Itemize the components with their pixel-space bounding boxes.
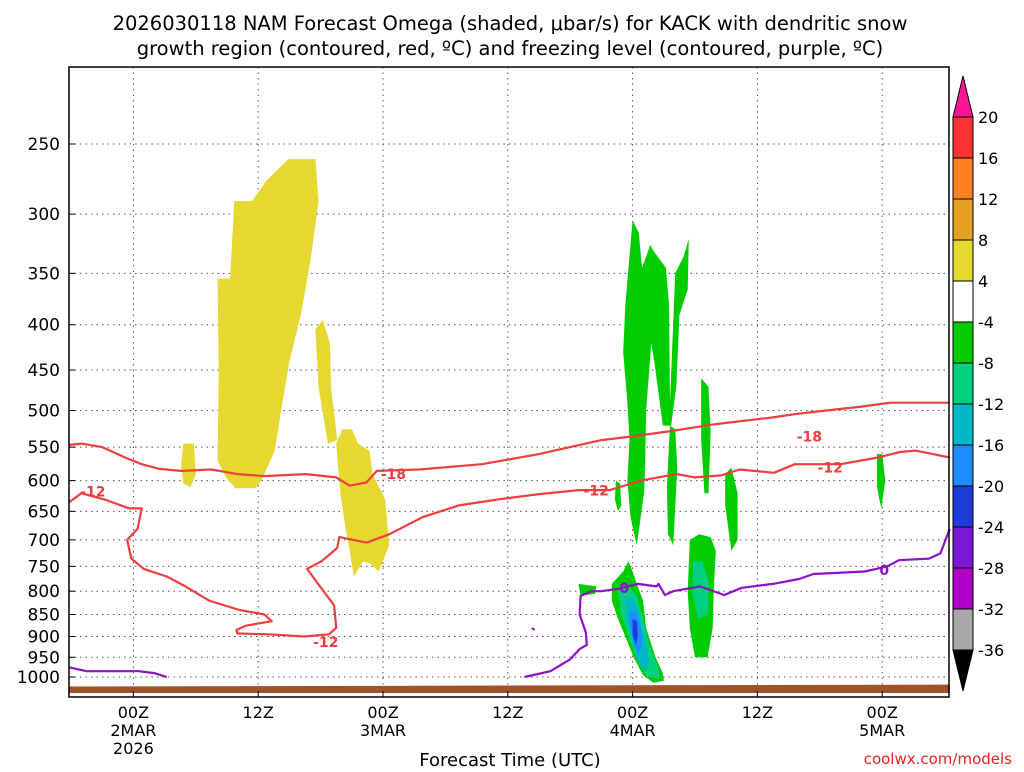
dgz-contour-label: -12 — [80, 484, 105, 500]
x-tick-label: 12Z — [243, 703, 274, 722]
omega-shading — [181, 159, 886, 683]
y-tick-label: 650 — [28, 502, 60, 522]
y-tick-label: 950 — [28, 648, 60, 668]
dgz-contour-label: -12 — [818, 461, 843, 477]
x-tick-sublabel: 5MAR — [859, 721, 905, 740]
colorbar-label: -24 — [978, 518, 1004, 537]
x-tick-sublabel: 4MAR — [610, 721, 656, 740]
colorbar-label: -32 — [978, 600, 1004, 619]
omega-shade-region — [336, 429, 390, 577]
colorbar-label: -20 — [978, 477, 1004, 496]
x-tick-label: 12Z — [742, 703, 773, 722]
colorbar-bin — [952, 157, 974, 200]
colorbar-label: 12 — [978, 190, 998, 209]
omega-shade-region — [315, 319, 338, 444]
terrain-fill — [69, 684, 950, 693]
colorbar-label: -36 — [978, 641, 1004, 660]
x-tick-label: 00Z — [867, 703, 898, 722]
colorbar-cap-top — [952, 75, 974, 118]
colorbar-label: -16 — [978, 436, 1004, 455]
colorbar-cap-bottom — [952, 649, 974, 692]
temperature-contours — [68, 401, 951, 679]
x-tick-sublabel: 2026 — [113, 739, 154, 758]
y-tick-label: 700 — [28, 531, 60, 551]
x-tick-sublabel: 3MAR — [360, 721, 406, 740]
x-axis-label: Forecast Time (UTC) — [419, 750, 600, 768]
dgz-contour-label: -12 — [313, 635, 338, 651]
dgz-contour-label: -18 — [381, 467, 406, 483]
omega-shade-region — [701, 378, 711, 494]
colorbar-bin — [952, 526, 974, 569]
y-tick-label: 750 — [28, 557, 60, 577]
dgz-contour-label: -12 — [584, 484, 609, 500]
colorbar-bin — [952, 485, 974, 528]
colorbar-label: 8 — [978, 231, 988, 250]
y-tick-label: 350 — [28, 264, 60, 284]
omega-shade-region — [877, 454, 886, 509]
colorbar-bin — [952, 280, 974, 323]
y-tick-label: 400 — [28, 316, 60, 336]
freezing-level-label: 0 — [619, 581, 629, 597]
y-axis-ticks: 2503003504004505005506006507007508008509… — [17, 135, 75, 688]
omega-shade-region — [181, 443, 196, 487]
terrain-strip — [69, 684, 950, 693]
omega-shade-region — [632, 619, 638, 645]
colorbar-label: 16 — [978, 149, 998, 168]
y-tick-label: 300 — [28, 205, 60, 225]
colorbar-label: -4 — [978, 313, 994, 332]
freezing-level-contour — [524, 528, 951, 679]
omega-shade-region — [725, 467, 738, 551]
x-tick-label: 00Z — [118, 703, 149, 722]
y-tick-label: 600 — [28, 472, 60, 492]
colorbar-label: -8 — [978, 354, 994, 373]
credit-link[interactable]: coolwx.com/models — [864, 750, 1012, 768]
y-tick-label: 800 — [28, 582, 60, 602]
grid-lines — [69, 67, 949, 697]
x-tick-sublabel: 2MAR — [110, 721, 156, 740]
colorbar-label: -12 — [978, 395, 1004, 414]
chart-title-line2: growth region (contoured, red, ºC) and f… — [137, 37, 884, 60]
omega-shade-region — [623, 220, 689, 546]
y-tick-label: 900 — [28, 627, 60, 647]
y-tick-label: 1000 — [17, 668, 60, 688]
y-tick-label: 450 — [28, 361, 60, 381]
colorbar-bin — [952, 362, 974, 405]
plot-frame — [68, 66, 950, 698]
dgz-contour-line — [68, 401, 950, 487]
colorbar: 20 16 12 8 4 -4 -8 -12 -16 -20 -24 -28 -32 -36 — [952, 75, 1004, 692]
colorbar-bin — [952, 608, 974, 651]
omega-shade-region — [217, 159, 319, 489]
omega-shade-region — [666, 425, 678, 546]
colorbar-bin — [952, 403, 974, 446]
colorbar-label: -28 — [978, 559, 1004, 578]
y-tick-label: 500 — [28, 402, 60, 422]
dgz-contour-line — [68, 449, 951, 638]
dgz-contour-label: -18 — [797, 430, 822, 446]
y-tick-label: 850 — [28, 606, 60, 626]
colorbar-bin — [952, 444, 974, 487]
omega-shade-region — [614, 480, 622, 512]
colorbar-label: 20 — [978, 108, 998, 127]
contour-labels: -12 -18 -12 -18 -12 -12 0 0 — [80, 430, 889, 651]
freezing-level-label: 0 — [879, 563, 889, 579]
y-tick-label: 550 — [28, 438, 60, 458]
omega-shade-region — [692, 561, 709, 619]
x-tick-label: 00Z — [617, 703, 648, 722]
colorbar-bin — [952, 239, 974, 282]
colorbar-bin — [952, 321, 974, 364]
freezing-level-contour — [531, 627, 536, 631]
x-tick-label: 12Z — [492, 703, 523, 722]
freezing-level-contour — [68, 666, 168, 679]
omega-shade-region — [578, 583, 597, 596]
colorbar-bin — [952, 116, 974, 159]
x-tick-label: 00Z — [367, 703, 398, 722]
colorbar-bin — [952, 567, 974, 610]
colorbar-label: 4 — [978, 272, 988, 291]
y-tick-label: 250 — [28, 135, 60, 155]
colorbar-bin — [952, 198, 974, 241]
chart-title-line1: 2026030118 NAM Forecast Omega (shaded, μ… — [113, 12, 908, 35]
